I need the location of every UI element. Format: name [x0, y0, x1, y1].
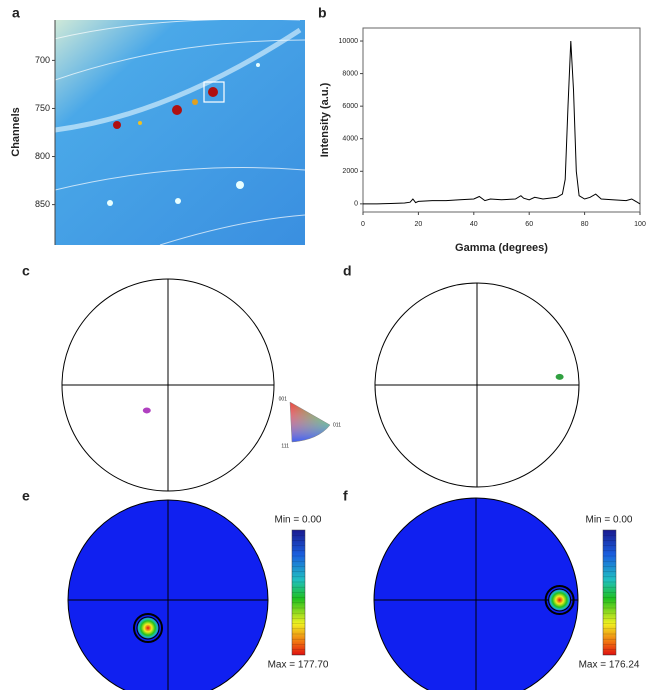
panel-label: a: [12, 5, 20, 21]
contour-peak: [136, 616, 160, 640]
panel-label: b: [318, 5, 327, 21]
ipf-triangle: [289, 401, 331, 443]
y-tick-label: 700: [35, 55, 50, 65]
panel-label: e: [22, 488, 30, 504]
max-label: Max = 177.70: [268, 660, 329, 671]
min-label: Min = 0.00: [586, 515, 633, 526]
y-tick-label: 850: [35, 199, 50, 209]
y-tick-label: 2000: [342, 168, 358, 175]
panel-label: c: [22, 263, 30, 279]
colorbar: [291, 529, 306, 656]
x-tick-label: 40: [470, 221, 478, 228]
panel-label: d: [343, 263, 352, 279]
contour-peak: [548, 588, 572, 612]
panel-label: f: [343, 488, 348, 504]
colorbar: [602, 529, 617, 656]
x-tick-label: 20: [415, 221, 423, 228]
data-line: [363, 40, 641, 205]
ipf-label: 001: [279, 396, 288, 402]
contour-ring: [544, 585, 575, 615]
y-tick-label: 8000: [342, 70, 358, 77]
ipf-label: 111: [281, 443, 289, 449]
y-tick-label: 4000: [342, 136, 358, 143]
y-tick-label: 10000: [339, 38, 359, 45]
panel-a-image: [55, 20, 305, 245]
y-tick-label: 750: [35, 103, 50, 113]
pole-spot: [555, 373, 564, 380]
y-tick-label: 0: [354, 201, 358, 208]
pole-spot: [142, 407, 151, 414]
x-tick-label: 100: [634, 221, 646, 228]
min-label: Min = 0.00: [275, 515, 322, 526]
x-tick-label: 80: [581, 221, 589, 228]
y-axis-label: Channels: [10, 107, 22, 157]
y-tick-label: 6000: [342, 103, 358, 110]
contour-ring: [133, 613, 163, 643]
ipf-label: 011: [333, 422, 341, 428]
x-tick-label: 60: [525, 221, 533, 228]
y-tick-label: 800: [35, 151, 50, 161]
y-axis-label: Intensity (a.u.): [319, 82, 331, 157]
max-label: Max = 176.24: [579, 660, 640, 671]
x-tick-label: 0: [361, 221, 365, 228]
plot-frame: [362, 27, 641, 213]
x-axis-label: Gamma (degrees): [455, 242, 548, 254]
